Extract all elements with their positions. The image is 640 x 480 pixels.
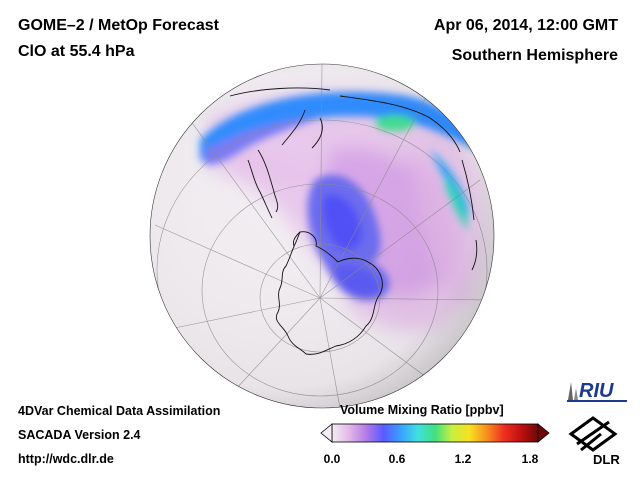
colorbar-max-arrow bbox=[537, 423, 550, 443]
colorbar bbox=[320, 423, 550, 443]
date-label: Apr 06, 2014, 12:00 GMT bbox=[433, 17, 618, 34]
title-line1: GOME–2 / MetOp Forecast bbox=[18, 17, 219, 34]
colorbar-gradient bbox=[331, 423, 539, 443]
colorbar-tick-0: 0.0 bbox=[323, 452, 341, 466]
colorbar-min-arrow bbox=[320, 423, 333, 443]
footer-line2: SACADA Version 2.4 bbox=[18, 428, 141, 442]
colorbar-tick-1: 0.6 bbox=[388, 452, 406, 466]
title-line2: ClO at 55.4 hPa bbox=[18, 43, 135, 60]
dlr-logo: DLR bbox=[568, 416, 620, 467]
footer-line1: 4DVar Chemical Data Assimilation bbox=[18, 404, 221, 418]
colorbar-tick-3: 1.8 bbox=[521, 452, 539, 466]
riu-logo: RIU bbox=[567, 380, 627, 402]
svg-text:RIU: RIU bbox=[579, 380, 614, 402]
footer-url[interactable]: http://wdc.dlr.de bbox=[18, 452, 114, 466]
colorbar-title: Volume Mixing Ratio [ppbv] bbox=[340, 403, 504, 417]
colorbar-tick-2: 1.2 bbox=[454, 452, 472, 466]
region-label: Southern Hemisphere bbox=[451, 47, 618, 64]
svg-text:DLR: DLR bbox=[593, 452, 620, 467]
